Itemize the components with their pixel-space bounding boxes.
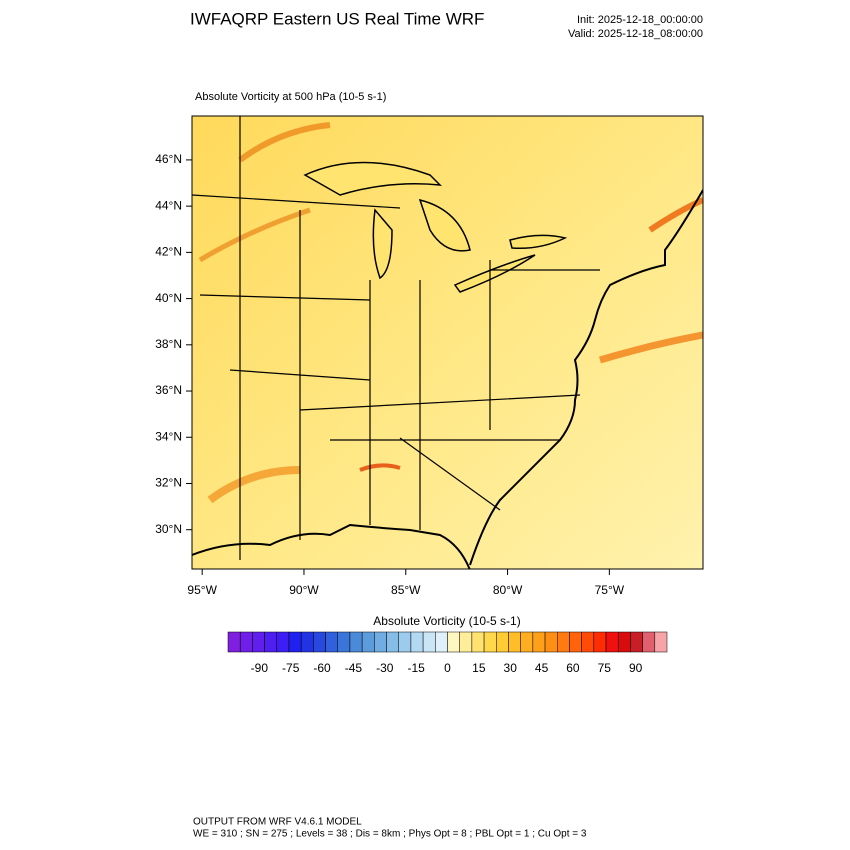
colorbar-label: 60 (566, 661, 580, 675)
lat-tick-label: 34°N (155, 429, 182, 443)
colorbar-box (520, 631, 534, 653)
lake-ontario (509, 234, 568, 250)
map-frame (191, 115, 704, 570)
colorbar-box (325, 631, 338, 653)
colorbar-box (435, 631, 448, 653)
colorbar-box (642, 631, 656, 653)
lat-tick-label: 46°N (155, 152, 182, 166)
colorbar-label: -90 (251, 661, 269, 675)
colorbar-box (288, 631, 302, 653)
colorbar-label: -15 (407, 661, 425, 675)
lon-tick-label: 95°W (187, 583, 217, 597)
colorbar-box (398, 631, 412, 653)
lat-tick-label: 36°N (155, 383, 182, 397)
streak (598, 331, 703, 364)
colorbar-box (630, 631, 643, 653)
colorbar-box (483, 631, 497, 653)
lake-huron (418, 198, 471, 252)
lake-superior (303, 161, 443, 196)
title: IWFAQRP Eastern US Real Time WRF (190, 9, 484, 28)
coastline (192, 189, 703, 569)
streak (198, 207, 311, 263)
lat-tick-label: 40°N (155, 291, 182, 305)
colorbar-label: 30 (504, 661, 518, 675)
lat-tick-label: 42°N (155, 245, 182, 259)
colorbar-box (422, 631, 436, 653)
colorbar-box (471, 631, 485, 653)
colorbar-box (569, 631, 582, 653)
colorbar-box (605, 631, 619, 653)
colorbar-box (313, 631, 326, 653)
lake-erie (453, 254, 536, 293)
colorbar-box (532, 631, 546, 653)
lon-tick-label: 90°W (289, 583, 319, 597)
init-time: Init: 2025-12-18_00:00:00 (577, 14, 703, 26)
colorbar-box (227, 631, 241, 653)
lake-michigan (372, 208, 393, 280)
lat-tick-label: 38°N (155, 337, 182, 351)
footer-line: WE = 310 ; SN = 275 ; Levels = 38 ; Dis … (193, 829, 587, 840)
field (192, 116, 703, 569)
lat-tick-label: 30°N (155, 522, 182, 536)
colorbar-box (617, 631, 631, 653)
colorbar-box (386, 631, 399, 653)
colorbar-box (337, 631, 351, 653)
colorbar-label: -30 (376, 661, 394, 675)
streak (648, 197, 703, 233)
map-field (191, 115, 704, 570)
colorbar-box (496, 631, 509, 653)
colorbar-label: 75 (598, 661, 612, 675)
lat-tick-label: 32°N (155, 476, 182, 490)
colorbar-box (252, 631, 265, 653)
colorbar-label: 15 (472, 661, 486, 675)
colorbar-label: 45 (535, 661, 549, 675)
colorbar-label: 0 (444, 661, 451, 675)
colorbar-box (300, 631, 314, 653)
lon-tick-label: 85°W (391, 583, 421, 597)
colorbar-box (264, 631, 278, 653)
colorbar-box (557, 631, 570, 653)
colorbar-box (349, 631, 363, 653)
colorbar-box (654, 631, 668, 653)
footer-line: OUTPUT FROM WRF V4.6.1 MODEL (193, 817, 362, 828)
colorbar-box (239, 631, 253, 653)
lon-tick-label: 75°W (595, 583, 625, 597)
colorbar-box (544, 631, 558, 653)
colorbar-box (508, 631, 521, 653)
colorbar-box (374, 631, 387, 653)
valid-time: Valid: 2025-12-18_08:00:00 (568, 28, 703, 40)
colorbar-box (447, 631, 460, 653)
lat-tick-label: 44°N (155, 198, 182, 212)
streak (238, 122, 331, 163)
colorbar-title: Absolute Vorticity (10-5 s-1) (373, 614, 520, 628)
colorbar-label: -45 (345, 661, 363, 675)
colorbar-box (410, 631, 424, 653)
colorbar-box (361, 631, 375, 653)
colorbar-label: 90 (629, 661, 643, 675)
colorbar-label: -75 (282, 661, 300, 675)
subtitle: Absolute Vorticity at 500 hPa (10-5 s-1) (195, 91, 386, 103)
colorbar-box (593, 631, 607, 653)
streak (359, 463, 401, 472)
streak (207, 466, 301, 504)
state-borders (192, 116, 600, 560)
colorbar-box (581, 631, 595, 653)
lon-tick-label: 80°W (493, 583, 523, 597)
colorbar-box (276, 631, 290, 653)
colorbar-label: -60 (313, 661, 331, 675)
colorbar-box (459, 631, 473, 653)
